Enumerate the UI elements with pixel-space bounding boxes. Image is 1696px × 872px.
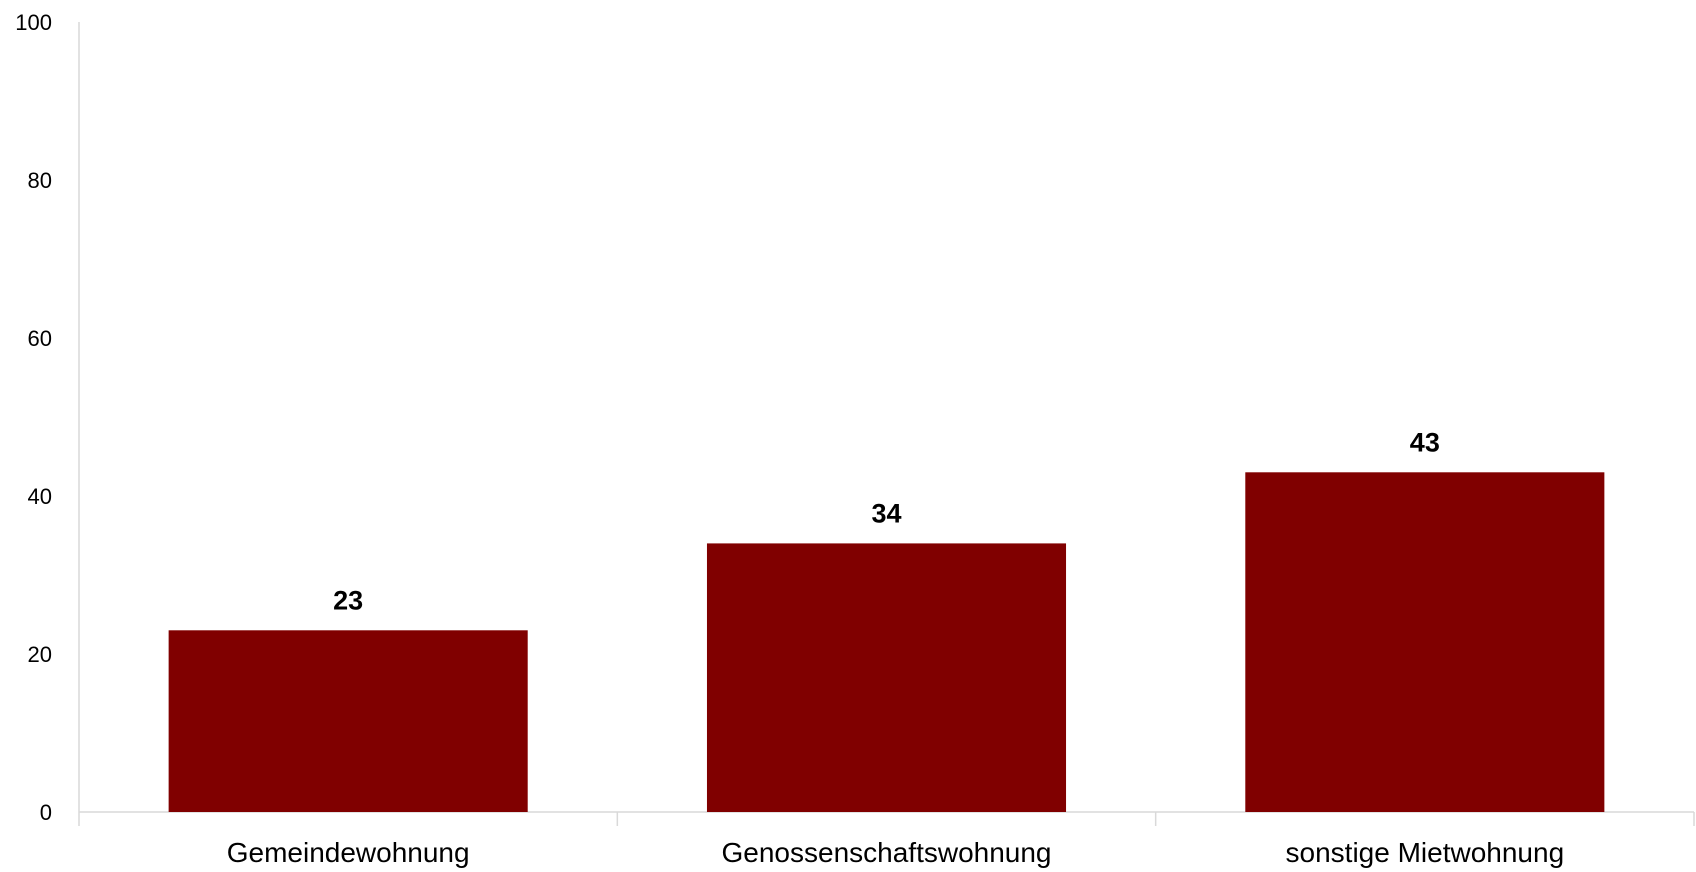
data-label: 34 [871, 498, 901, 528]
y-tick-label: 100 [15, 10, 52, 35]
data-label: 23 [333, 585, 363, 615]
x-category-label: Gemeindewohnung [227, 837, 470, 868]
data-labels: 23 34 43 [333, 427, 1440, 615]
y-tick-label: 80 [28, 168, 52, 193]
y-tick-label: 20 [28, 642, 52, 667]
x-category-label: sonstige Mietwohnung [1286, 837, 1565, 868]
x-axis: Gemeindewohnung Genossenschaftswohnung son… [78, 811, 1695, 868]
bar-3 [1245, 472, 1605, 812]
data-label: 43 [1410, 427, 1440, 457]
y-axis: 0 20 40 60 80 100 [15, 10, 80, 825]
bars [168, 472, 1605, 812]
y-tick-label: 60 [28, 326, 52, 351]
x-category-label: Genossenschaftswohnung [722, 837, 1052, 868]
bar-1 [168, 630, 528, 812]
bar-2 [706, 543, 1067, 812]
y-tick-label: 40 [28, 484, 52, 509]
y-tick-label: 0 [40, 800, 52, 825]
